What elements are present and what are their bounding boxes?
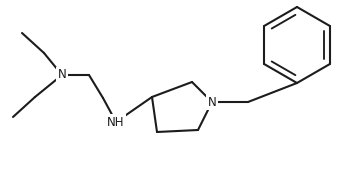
Text: N: N bbox=[208, 96, 216, 108]
Text: NH: NH bbox=[107, 115, 125, 129]
Text: N: N bbox=[57, 69, 66, 81]
